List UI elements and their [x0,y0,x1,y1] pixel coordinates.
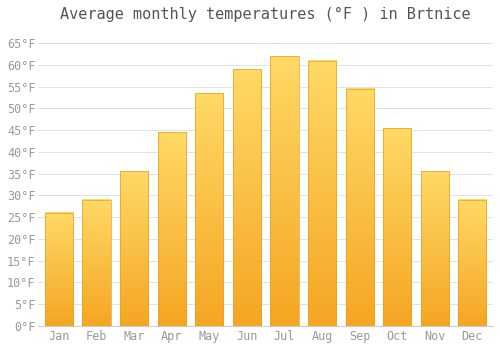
Bar [82,200,110,326]
Bar [420,172,449,326]
Title: Average monthly temperatures (°F ) in Brtnice: Average monthly temperatures (°F ) in Br… [60,7,471,22]
Bar [232,69,261,326]
Bar [270,56,298,326]
Bar [383,128,412,326]
Bar [346,89,374,326]
Bar [120,172,148,326]
Bar [158,132,186,326]
Bar [45,213,73,326]
Bar [308,61,336,326]
Bar [458,200,486,326]
Bar [195,93,224,326]
